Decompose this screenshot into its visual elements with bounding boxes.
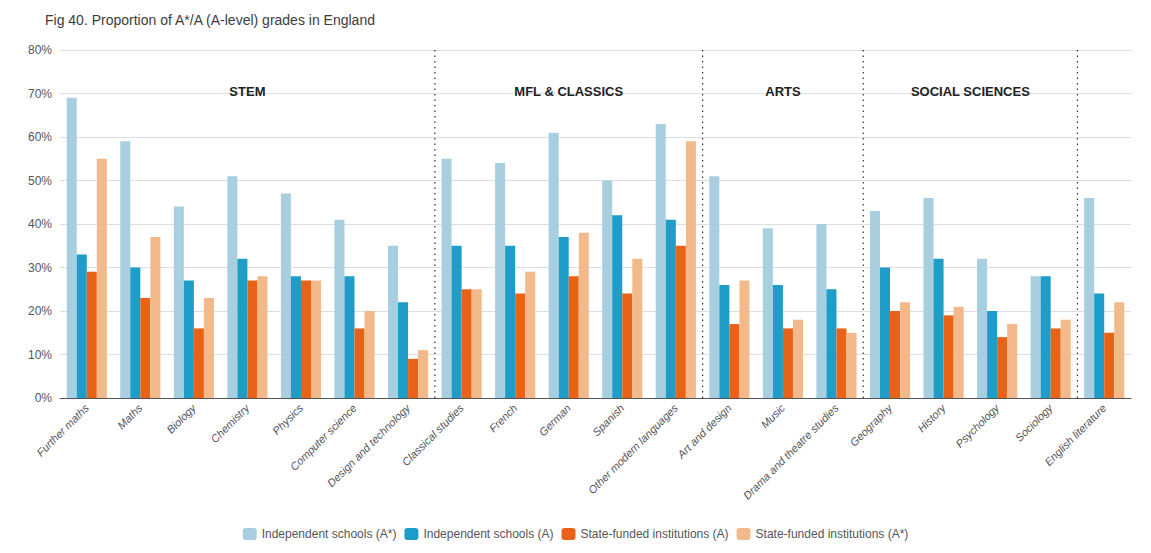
svg-text:Chemistry: Chemistry	[208, 401, 253, 446]
svg-text:Sociology: Sociology	[1013, 401, 1056, 444]
svg-text:State-funded institutions (A): State-funded institutions (A)	[581, 527, 729, 541]
svg-text:French: French	[487, 402, 520, 435]
svg-text:ARTS: ARTS	[765, 84, 801, 99]
svg-text:70%: 70%	[28, 87, 52, 101]
svg-text:Independent schools (A*): Independent schools (A*)	[262, 527, 397, 541]
svg-text:30%: 30%	[28, 261, 52, 275]
svg-text:English literature: English literature	[1042, 402, 1108, 468]
svg-text:Maths: Maths	[115, 401, 145, 431]
svg-text:20%: 20%	[28, 304, 52, 318]
svg-text:0%: 0%	[35, 391, 53, 405]
svg-text:40%: 40%	[28, 217, 52, 231]
svg-text:Independent schools (A): Independent schools (A)	[423, 527, 553, 541]
svg-text:10%: 10%	[28, 348, 52, 362]
svg-text:Other modern languages: Other modern languages	[586, 401, 681, 496]
svg-text:STEM: STEM	[229, 84, 265, 99]
svg-text:Psychology: Psychology	[953, 401, 1002, 450]
svg-text:Drama and theatre studies: Drama and theatre studies	[741, 401, 841, 501]
svg-text:Spanish: Spanish	[590, 402, 627, 439]
svg-text:State-funded institutions (A*): State-funded institutions (A*)	[756, 527, 909, 541]
svg-text:Design and technology: Design and technology	[325, 401, 414, 490]
svg-text:60%: 60%	[28, 130, 52, 144]
svg-text:Music: Music	[758, 401, 787, 430]
svg-text:Computer science: Computer science	[287, 401, 359, 473]
svg-text:Geography: Geography	[847, 401, 895, 449]
svg-text:80%: 80%	[28, 43, 52, 57]
svg-text:Classical studies: Classical studies	[400, 401, 467, 468]
svg-text:Further maths: Further maths	[34, 401, 91, 458]
svg-text:German: German	[536, 402, 573, 439]
svg-text:Biology: Biology	[164, 401, 199, 436]
svg-text:Fig 40. Proportion of A*/A (A-: Fig 40. Proportion of A*/A (A-level) gra…	[45, 12, 375, 28]
svg-text:50%: 50%	[28, 174, 52, 188]
svg-text:History: History	[915, 401, 949, 435]
svg-text:Art and design: Art and design	[674, 402, 733, 461]
svg-text:MFL & CLASSICS: MFL & CLASSICS	[514, 84, 623, 99]
svg-text:SOCIAL SCIENCES: SOCIAL SCIENCES	[911, 84, 1030, 99]
svg-text:Physics: Physics	[270, 401, 306, 437]
